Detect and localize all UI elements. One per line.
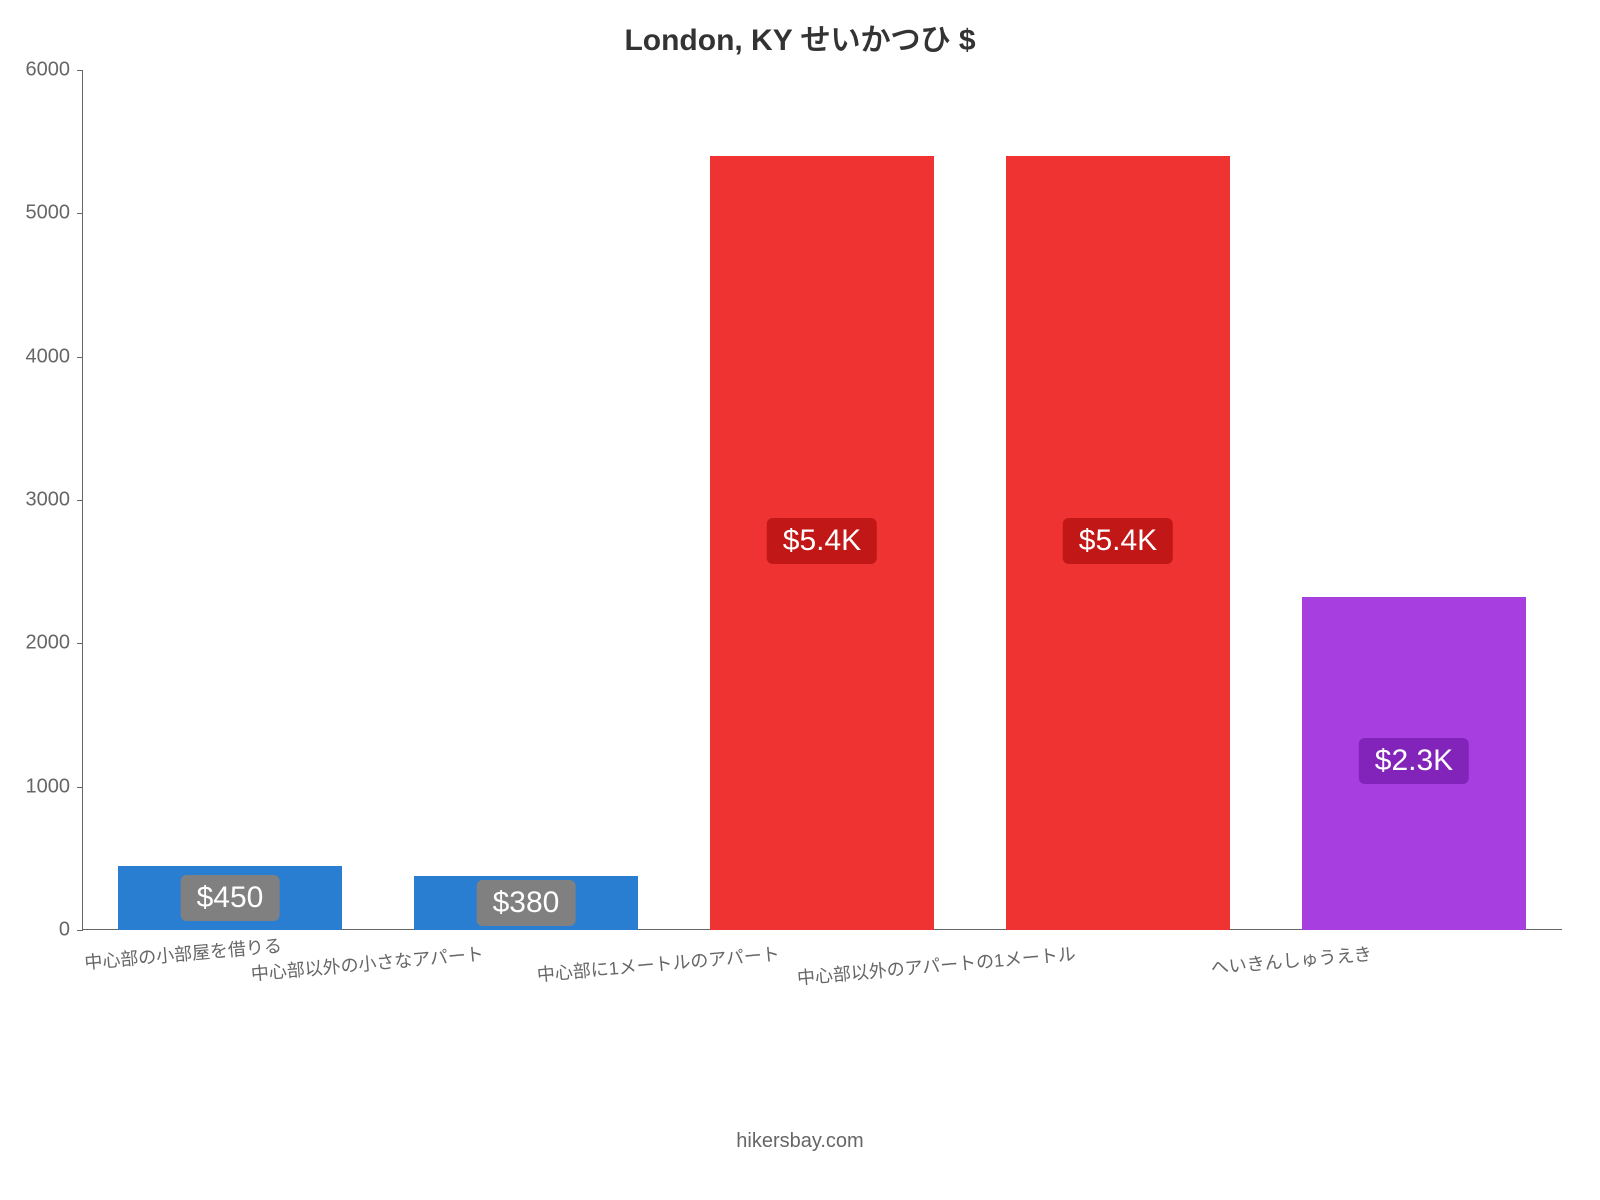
- watermark: hikersbay.com: [0, 1130, 1600, 1153]
- bar-value-label: $5.4K: [1063, 518, 1173, 564]
- y-tick-label: 1000: [26, 775, 83, 798]
- bar-value-label: $5.4K: [767, 518, 877, 564]
- chart-title: London, KY せいかつひ $: [0, 15, 1600, 59]
- chart-container: London, KY せいかつひ $ 010002000300040005000…: [0, 0, 1600, 1200]
- plot-area: 0100020003000400050006000$450中心部の小部屋を借りる…: [82, 70, 1562, 930]
- y-tick-label: 0: [59, 919, 82, 942]
- bar-value-label: $2.3K: [1359, 738, 1469, 784]
- y-tick-label: 5000: [26, 202, 83, 225]
- bar-value-label: $380: [477, 880, 576, 926]
- bar-value-label: $450: [181, 875, 280, 921]
- y-tick-label: 2000: [26, 632, 83, 655]
- y-tick-label: 6000: [26, 59, 83, 82]
- y-tick-label: 3000: [26, 489, 83, 512]
- y-tick-label: 4000: [26, 345, 83, 368]
